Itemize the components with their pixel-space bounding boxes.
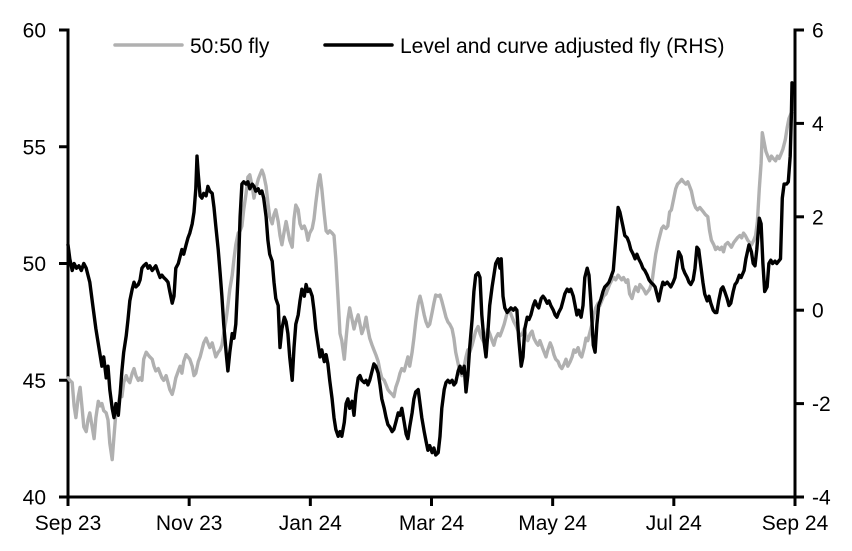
left-tick-label: 45 xyxy=(23,370,46,393)
series-line-5050-fly xyxy=(66,109,794,462)
legend-label-adjusted-fly: Level and curve adjusted fly (RHS) xyxy=(400,35,725,58)
axes: 60 55 50 45 40 6 4 2 0 -2 -4 Sep 23 Nov 23 Jan 24 Mar … xyxy=(23,20,831,536)
left-tick-label: 55 xyxy=(23,136,46,159)
legend: 50:50 fly Level and curve adjusted fly (… xyxy=(113,35,725,58)
right-tick-label: 0 xyxy=(812,300,824,323)
x-tick-label: Sep 23 xyxy=(35,512,102,535)
x-tick-label: Sep 24 xyxy=(762,512,829,535)
legend-label-5050-fly: 50:50 fly xyxy=(190,35,270,58)
right-tick-label: 6 xyxy=(812,20,824,43)
x-tick-label: Nov 23 xyxy=(156,512,223,535)
right-tick-label: 2 xyxy=(812,206,824,229)
x-tick-label: Jan 24 xyxy=(279,512,342,535)
right-tick-label: 4 xyxy=(812,113,824,136)
series-lines xyxy=(66,81,794,462)
series-line-adjusted-fly xyxy=(66,81,794,457)
right-tick-label: -2 xyxy=(812,393,831,416)
x-tick-label: Mar 24 xyxy=(399,512,465,535)
left-tick-label: 40 xyxy=(23,487,46,510)
right-tick-label: -4 xyxy=(812,487,831,510)
x-tick-label: May 24 xyxy=(518,512,587,535)
left-tick-label: 60 xyxy=(23,20,46,43)
left-tick-label: 50 xyxy=(23,253,46,276)
x-tick-label: Jul 24 xyxy=(646,512,702,535)
